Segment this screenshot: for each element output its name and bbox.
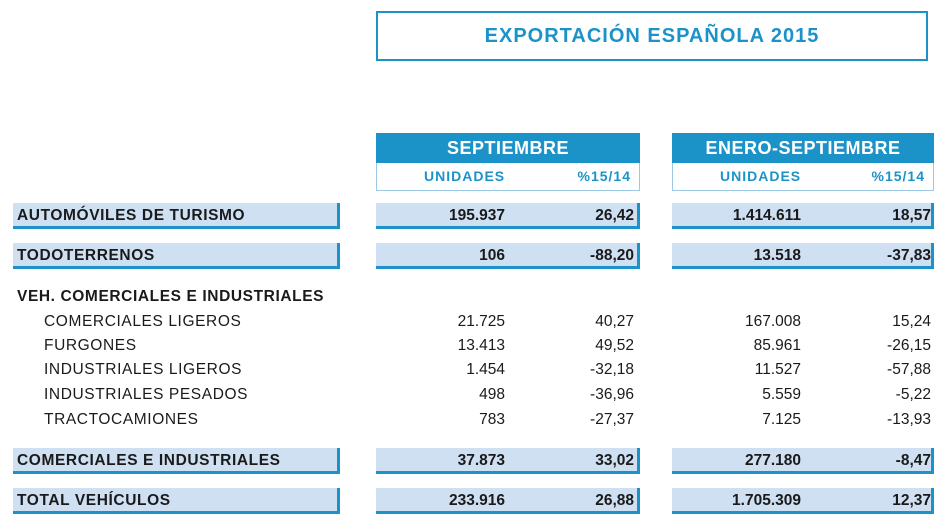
value-cell: -57,88 — [887, 361, 931, 378]
row-label-turismo: AUTOMÓVILES DE TURISMO — [17, 207, 246, 224]
value-cell: 18,57 — [892, 207, 931, 224]
row-band-sep — [376, 243, 640, 269]
value-cell: 498 — [479, 386, 505, 403]
subheader-enero-septiembre: UNIDADES %15/14 — [672, 163, 934, 191]
row-label-comerciales: COMERCIALES E INDUSTRIALES — [17, 452, 281, 469]
row-band-sep — [376, 488, 640, 514]
value-cell: 1.705.309 — [732, 492, 801, 509]
row-band-label — [13, 448, 340, 474]
value-cell: 21.725 — [457, 313, 505, 330]
value-cell: 233.916 — [448, 492, 505, 509]
row-band-ene — [672, 488, 934, 514]
value-cell: 783 — [479, 411, 505, 428]
value-cell: 5.559 — [762, 386, 801, 403]
value-cell: -8,47 — [895, 452, 931, 469]
value-cell: 106 — [479, 247, 505, 264]
value-cell: 33,02 — [595, 452, 634, 469]
value-cell: 167.008 — [744, 313, 801, 330]
value-cell: -26,15 — [887, 337, 931, 354]
value-cell: 1.454 — [466, 361, 505, 378]
value-cell: 49,52 — [595, 337, 634, 354]
col-unidades-ene: UNIDADES — [720, 168, 802, 184]
value-cell: -36,96 — [590, 386, 634, 403]
row-band-label — [13, 488, 340, 514]
group-header-enero-septiembre: ENERO-SEPTIEMBRE — [672, 133, 934, 163]
subheader-septiembre: UNIDADES %15/14 — [376, 163, 640, 191]
col-pct-ene: %15/14 — [871, 168, 925, 184]
value-cell: -88,20 — [590, 247, 634, 264]
col-unidades-sep: UNIDADES — [424, 168, 506, 184]
value-cell: 13.518 — [753, 247, 801, 264]
value-cell: -13,93 — [887, 411, 931, 428]
value-cell: -5,22 — [895, 386, 931, 403]
value-cell: -32,18 — [590, 361, 634, 378]
row-band-label — [13, 203, 340, 229]
row-label-detail: TRACTOCAMIONES — [44, 411, 199, 428]
row-label-todoterrenos: TODOTERRENOS — [17, 247, 155, 264]
row-label-detail: INDUSTRIALES PESADOS — [44, 386, 249, 403]
row-band-ene — [672, 448, 934, 474]
row-label-total: TOTAL VEHÍCULOS — [17, 492, 171, 509]
value-cell: 7.125 — [762, 411, 801, 428]
col-pct-sep: %15/14 — [577, 168, 631, 184]
value-cell: 11.527 — [754, 361, 801, 378]
value-cell: 37.873 — [457, 452, 505, 469]
value-cell: 40,27 — [595, 313, 634, 330]
value-cell: 195.937 — [448, 207, 505, 224]
value-cell: -37,83 — [887, 247, 931, 264]
value-cell: 26,88 — [595, 492, 634, 509]
row-label-detail: FURGONES — [44, 337, 137, 354]
value-cell: -27,37 — [590, 411, 634, 428]
report-title: EXPORTACIÓN ESPAÑOLA 2015 — [376, 11, 928, 61]
value-cell: 15,24 — [892, 313, 931, 330]
group-header-septiembre: SEPTIEMBRE — [376, 133, 640, 163]
row-label-detail: INDUSTRIALES LIGEROS — [44, 361, 243, 378]
value-cell: 12,37 — [892, 492, 931, 509]
value-cell: 26,42 — [595, 207, 634, 224]
row-band-sep — [376, 203, 640, 229]
row-label-detail: COMERCIALES LIGEROS — [44, 313, 242, 330]
row-band-ene — [672, 243, 934, 269]
value-cell: 85.961 — [753, 337, 801, 354]
row-band-sep — [376, 448, 640, 474]
section-heading: VEH. COMERCIALES E INDUSTRIALES — [17, 288, 325, 305]
value-cell: 1.414.611 — [732, 207, 801, 224]
row-band-ene — [672, 203, 934, 229]
row-band-label — [13, 243, 340, 269]
value-cell: 13.413 — [457, 337, 505, 354]
value-cell: 277.180 — [744, 452, 801, 469]
